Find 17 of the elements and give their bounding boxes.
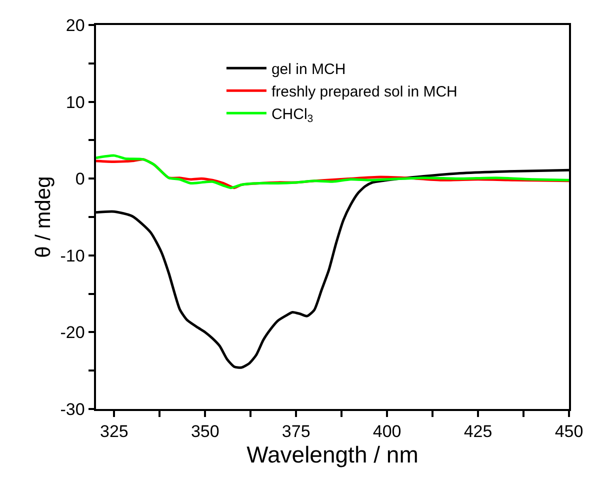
legend-label: freshly prepared sol in MCH bbox=[271, 83, 458, 100]
x-tick-label: 325 bbox=[100, 422, 128, 442]
y-tick-label: -20 bbox=[60, 323, 85, 342]
y-axis-title: θ / mdeg bbox=[32, 176, 55, 258]
y-tick-label: 20 bbox=[66, 16, 85, 35]
x-tick-label: 450 bbox=[554, 422, 584, 442]
x-tick-label: 400 bbox=[372, 422, 402, 442]
x-tick-label: 375 bbox=[282, 422, 310, 442]
legend-label: gel in MCH bbox=[271, 60, 346, 78]
y-tick-label: -10 bbox=[60, 246, 85, 266]
y-tick-label: -30 bbox=[60, 400, 85, 419]
legend-label: CHCl$_{3}$ bbox=[271, 106, 314, 126]
x-tick-label: 350 bbox=[190, 422, 220, 442]
y-tick-label: 10 bbox=[66, 92, 85, 112]
y-tick-label: 0 bbox=[75, 170, 85, 189]
x-axis-title: Wavelength / nm bbox=[246, 441, 418, 468]
x-tick-label: 425 bbox=[464, 422, 492, 442]
